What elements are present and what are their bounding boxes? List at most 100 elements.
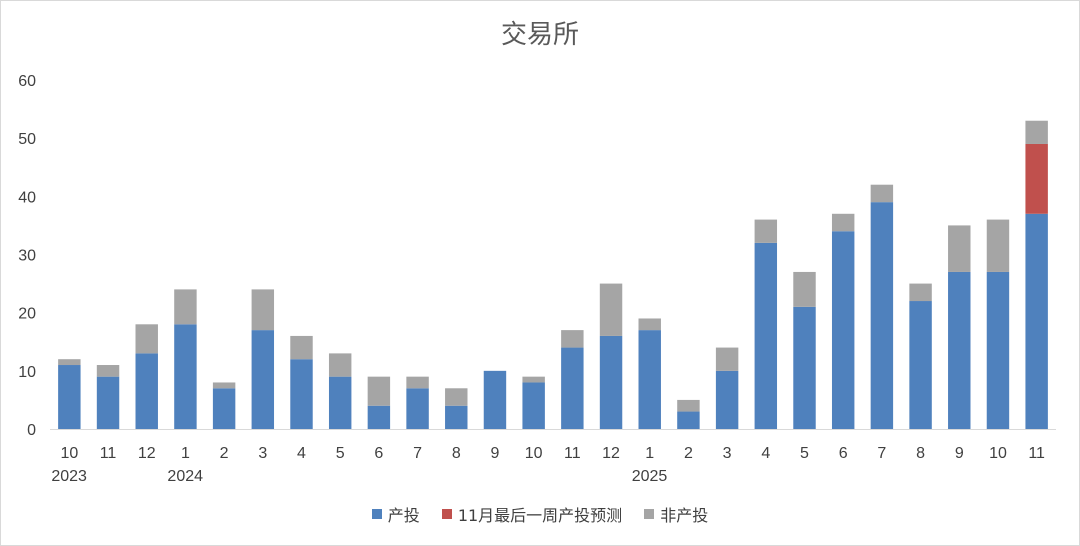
- bar-s0-4: [212, 388, 236, 429]
- bar-s0-9: [406, 388, 429, 429]
- y-tick-label-1: 10: [18, 364, 36, 381]
- bar-s2-18: [754, 219, 778, 243]
- x-tick-label-10: 8: [452, 445, 461, 462]
- bar-s0-22: [909, 301, 932, 429]
- bar-s0-10: [445, 405, 468, 429]
- bar-s0-1: [96, 376, 120, 429]
- bar-s0-16: [677, 411, 700, 429]
- bar-s0-25: [1025, 213, 1048, 429]
- y-tick-label-6: 60: [18, 73, 36, 90]
- bar-s2-4: [212, 382, 236, 389]
- bar-s0-7: [328, 376, 352, 429]
- x-tick-label-4: 2: [220, 445, 229, 462]
- bar-s2-22: [909, 283, 932, 302]
- bar-s2-15: [638, 318, 661, 331]
- bar-s0-15: [638, 330, 661, 429]
- bar-s0-11: [483, 370, 507, 429]
- x-year-label-2: 2025: [632, 468, 668, 485]
- bar-s0-5: [251, 330, 275, 429]
- x-tick-label-0: 10: [60, 445, 78, 462]
- x-tick-label-6: 4: [297, 445, 306, 462]
- legend-item-0: 产投: [371, 502, 420, 526]
- x-tick-label-11: 9: [491, 445, 500, 462]
- bar-s0-0: [58, 365, 81, 429]
- x-tick-label-3: 1: [181, 445, 190, 462]
- bar-s2-6: [290, 335, 313, 360]
- legend-label-1: 11月最后一周产投预测: [457, 506, 623, 525]
- y-tick-label-3: 30: [18, 248, 36, 265]
- bar-s2-0: [58, 359, 81, 366]
- y-tick-label-4: 40: [18, 189, 36, 206]
- bar-s2-3: [174, 289, 197, 325]
- x-tick-label-20: 6: [839, 445, 848, 462]
- x-tick-label-25: 11: [1028, 445, 1045, 462]
- bar-s2-21: [870, 184, 894, 203]
- bar-s0-2: [135, 353, 158, 429]
- bar-s2-5: [251, 289, 275, 331]
- bar-s0-17: [715, 370, 739, 429]
- bar-s2-7: [328, 353, 352, 377]
- bar-s0-3: [174, 324, 197, 429]
- x-tick-label-12: 10: [525, 445, 543, 462]
- bar-s2-1: [96, 365, 120, 377]
- x-tick-label-22: 8: [916, 445, 925, 462]
- bar-s0-19: [793, 306, 816, 429]
- y-tick-label-5: 50: [18, 131, 36, 148]
- bar-s2-16: [677, 399, 700, 412]
- x-tick-label-18: 4: [761, 445, 770, 462]
- bar-s2-24: [986, 219, 1010, 272]
- x-tick-label-14: 12: [602, 445, 620, 462]
- x-tick-label-16: 2: [684, 445, 693, 462]
- x-tick-label-2: 12: [138, 445, 156, 462]
- bar-s2-12: [522, 376, 545, 383]
- x-tick-label-13: 11: [564, 445, 581, 462]
- x-tick-label-15: 1: [645, 445, 654, 462]
- bar-s2-19: [793, 271, 816, 307]
- bar-s2-25: [1025, 120, 1048, 144]
- bar-s0-23: [948, 271, 971, 429]
- chart-title: 交易所: [500, 20, 579, 50]
- x-year-label-0: 2023: [51, 468, 87, 485]
- bar-s2-23: [948, 225, 971, 272]
- y-tick-label-2: 20: [18, 306, 36, 323]
- bar-s0-12: [522, 382, 545, 429]
- bar-s1-25: [1025, 143, 1048, 214]
- x-tick-label-23: 9: [955, 445, 964, 462]
- legend: 产投 11月最后一周产投预测 非产投: [0, 502, 1080, 526]
- bar-s2-9: [406, 376, 429, 389]
- bar-s0-13: [561, 347, 584, 429]
- x-tick-label-5: 3: [258, 445, 267, 462]
- legend-swatch-0: [371, 509, 382, 519]
- bar-s0-21: [870, 202, 894, 429]
- bar-s0-6: [290, 359, 313, 429]
- bar-s0-14: [599, 335, 623, 429]
- bar-s2-10: [445, 388, 468, 406]
- bar-s2-8: [367, 376, 391, 406]
- bar-s2-20: [831, 213, 855, 232]
- x-tick-label-1: 11: [100, 445, 117, 462]
- x-tick-label-8: 6: [374, 445, 383, 462]
- bar-s0-24: [986, 271, 1010, 429]
- x-tick-label-7: 5: [336, 445, 345, 462]
- bar-s2-13: [561, 330, 584, 348]
- bar-s0-18: [754, 242, 778, 429]
- bar-s2-17: [715, 347, 739, 371]
- y-tick-label-0: 0: [27, 422, 36, 439]
- bar-s0-20: [831, 231, 855, 429]
- bar-s2-14: [599, 283, 623, 336]
- bar-s2-2: [135, 324, 158, 354]
- x-tick-label-19: 5: [800, 445, 809, 462]
- legend-label-0: 产投: [387, 506, 420, 525]
- x-tick-label-17: 3: [723, 445, 732, 462]
- legend-swatch-1: [441, 509, 452, 519]
- legend-label-2: 非产投: [660, 506, 709, 525]
- x-year-label-1: 2024: [167, 468, 203, 485]
- legend-item-2: 非产投: [644, 502, 708, 526]
- x-tick-label-9: 7: [413, 445, 422, 462]
- legend-swatch-2: [644, 509, 655, 519]
- x-tick-label-24: 10: [989, 445, 1007, 462]
- x-tick-label-21: 7: [877, 445, 886, 462]
